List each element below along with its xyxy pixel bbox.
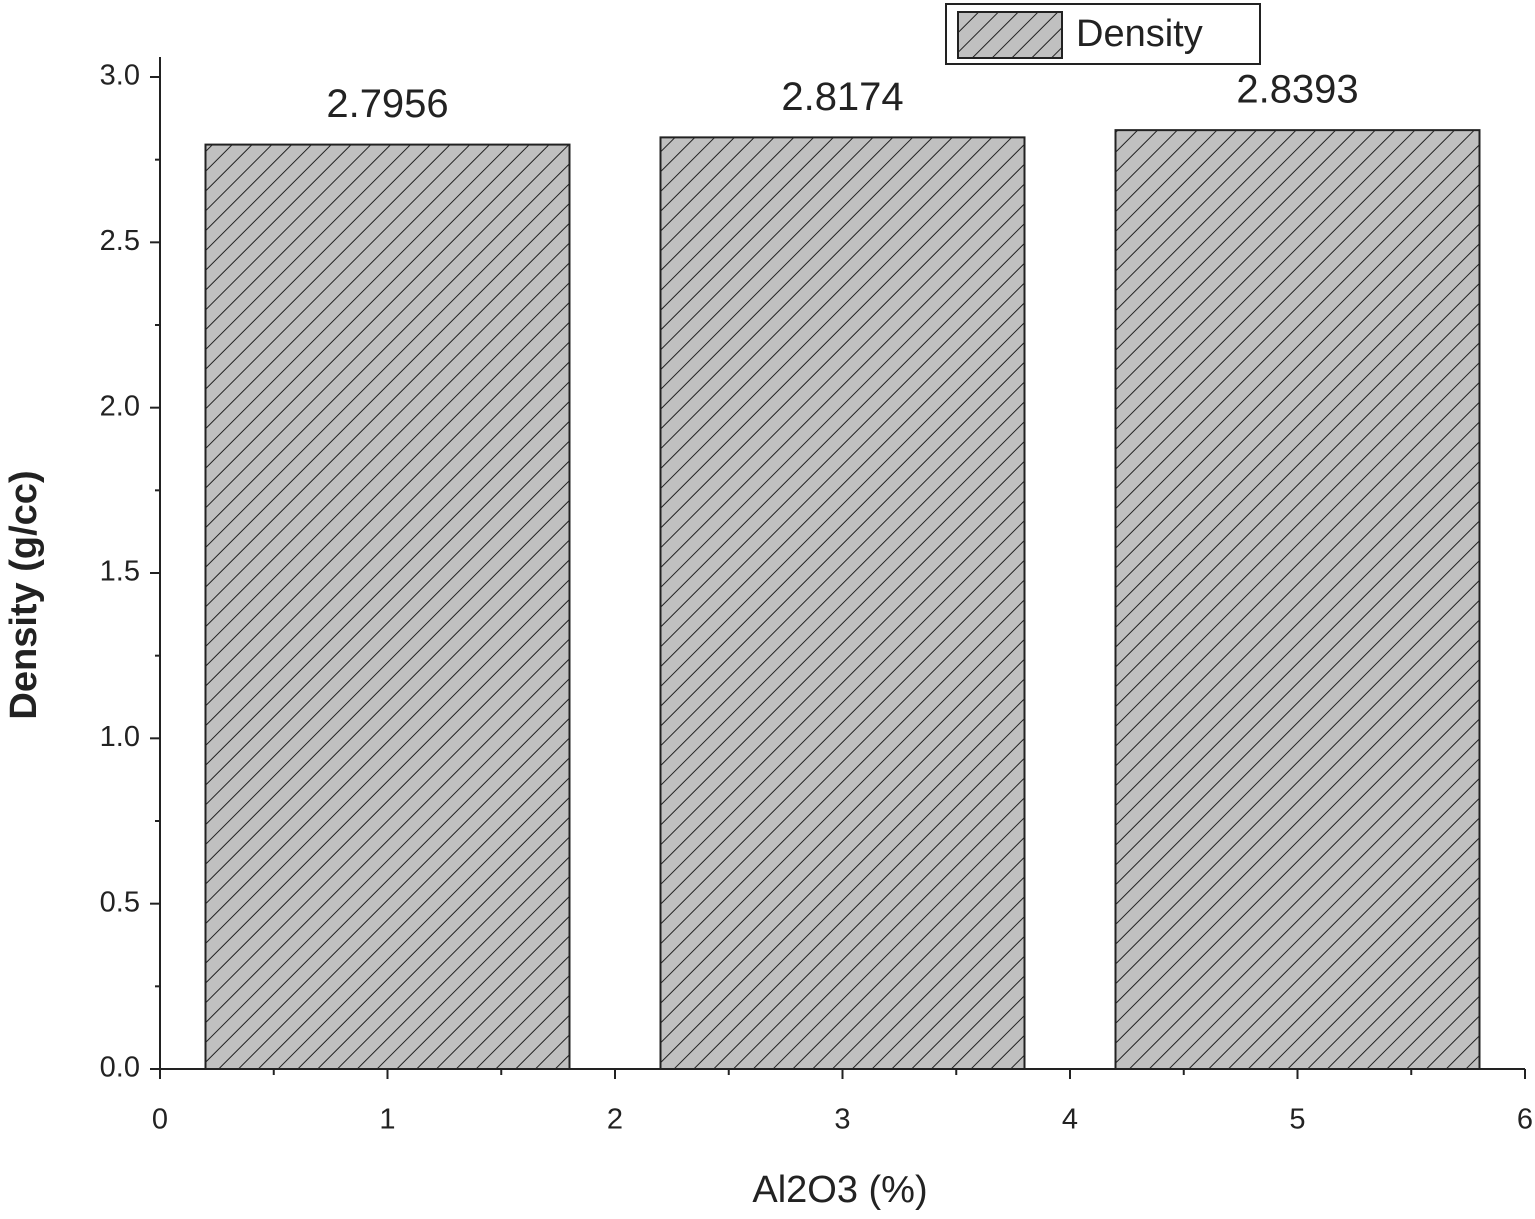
y-axis-label: Density (g/cc) <box>3 470 45 719</box>
x-tick-label: 3 <box>834 1104 850 1136</box>
legend-swatch-hatch <box>957 11 1063 59</box>
y-tick-label: 2.0 <box>100 390 140 422</box>
x-tick-label: 1 <box>379 1104 395 1136</box>
legend-label: Density <box>1076 13 1203 55</box>
x-tick-label: 4 <box>1062 1104 1078 1136</box>
x-tick-label: 6 <box>1517 1104 1533 1136</box>
data-label: 2.7956 <box>326 82 448 126</box>
y-tick-label: 1.0 <box>100 721 140 753</box>
data-label: 2.8393 <box>1236 68 1358 112</box>
bar-hatch <box>1114 129 1481 1071</box>
x-tick-label: 5 <box>1289 1104 1305 1136</box>
x-axis-label: Al2O3 (%) <box>752 1169 927 1211</box>
x-tick-label: 0 <box>152 1104 168 1136</box>
y-tick-label: 3.0 <box>100 60 140 92</box>
x-tick-label: 2 <box>607 1104 623 1136</box>
y-tick-label: 0.0 <box>100 1052 140 1084</box>
bar-hatch <box>659 136 1026 1070</box>
data-label: 2.8174 <box>781 75 903 119</box>
bar-hatch <box>204 143 571 1071</box>
y-tick-label: 2.5 <box>100 225 140 257</box>
y-tick-label: 1.5 <box>100 556 140 588</box>
y-tick-label: 0.5 <box>100 886 140 918</box>
